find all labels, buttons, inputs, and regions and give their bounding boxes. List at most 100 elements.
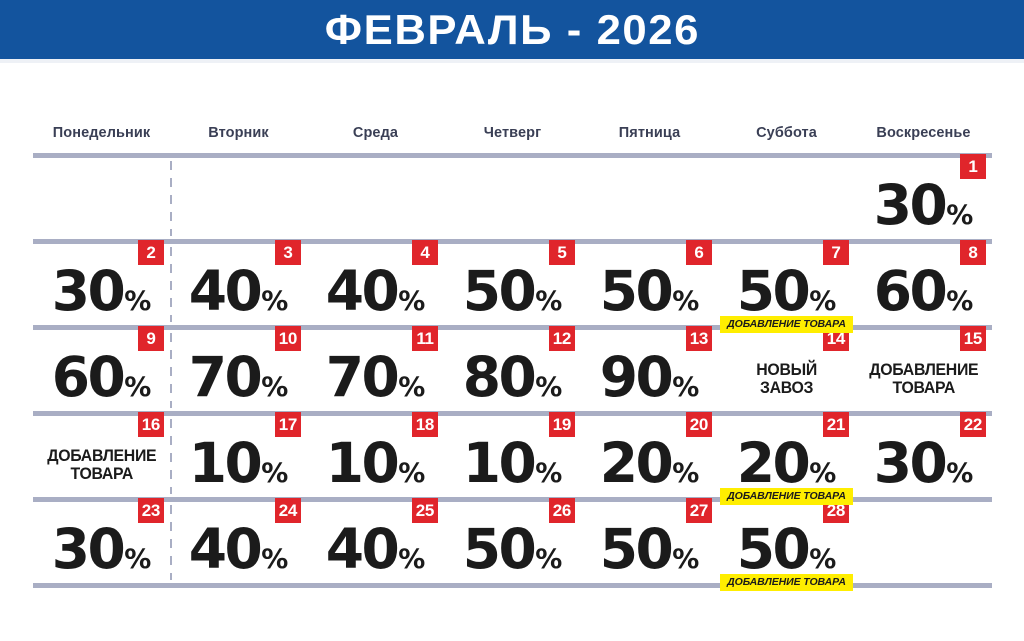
calendar-day-cell[interactable]: 16 ДОБАВЛЕНИЕ ТОВАРА (33, 412, 170, 502)
discount-value: 70% (326, 349, 426, 405)
day-note-text: ДОБАВЛЕНИЕ ТОВАРА (868, 360, 979, 397)
discount-value: 40% (189, 521, 289, 577)
calendar-day-cell[interactable]: 19 10% (444, 412, 581, 502)
discount-value: 30% (874, 435, 974, 491)
calendar-day-cell[interactable]: 21 20% ДОБАВЛЕНИЕ ТОВАРА (718, 412, 855, 505)
calendar-day-cell[interactable]: 27 50% (581, 498, 718, 588)
discount-number: 40 (325, 258, 400, 323)
weekday-header-tuesday: Вторник (208, 124, 269, 141)
calendar-day-cell[interactable]: 12 80% (444, 326, 581, 416)
discount-value: 50% (599, 516, 700, 581)
discount-number: 60 (51, 344, 126, 409)
percent-sign: % (809, 285, 837, 317)
day-number-badge: 21 (822, 412, 849, 437)
calendar-day-cell[interactable]: 11 70% (307, 326, 444, 416)
discount-value: 50% (463, 521, 563, 577)
calendar-day-cell[interactable]: 20 20% (581, 412, 718, 502)
calendar-day-cell[interactable]: 9 60% (33, 326, 170, 416)
calendar-weeks: 1 30% 2 30% 3 40% 4 40% 5 50% 6 50% 7 50% ДОБАВЛЕНИЕ Т… (33, 153, 992, 591)
percent-sign: % (809, 543, 837, 575)
day-number-badge: 8 (960, 240, 986, 265)
discount-value: 40% (325, 258, 426, 323)
discount-number: 80 (462, 344, 537, 409)
calendar-day-cell[interactable]: 8 60% (855, 240, 992, 330)
day-number-badge: 18 (411, 412, 438, 437)
calendar-day-cell[interactable]: 17 10% (170, 412, 307, 502)
discount-number: 40 (188, 258, 263, 323)
discount-number: 30 (873, 172, 948, 237)
discount-number: 60 (873, 258, 948, 323)
day-number-badge: 25 (411, 498, 438, 523)
percent-sign: % (124, 543, 152, 575)
day-number-badge: 19 (548, 412, 575, 437)
calendar-day-cell[interactable]: 23 30% (33, 498, 170, 588)
day-number-badge: 20 (685, 412, 712, 437)
calendar-day-cell[interactable]: 28 50% ДОБАВЛЕНИЕ ТОВАРА (718, 498, 855, 591)
discount-number: 20 (599, 430, 674, 495)
calendar-day-cell[interactable]: 24 40% (170, 498, 307, 588)
day-number-badge: 23 (137, 498, 164, 523)
weekday-header-friday: Пятница (618, 124, 681, 141)
calendar-day-cell[interactable]: 13 90% (581, 326, 718, 416)
weekday-header-wednesday: Среда (352, 124, 399, 141)
day-number-badge: 9 (138, 326, 164, 351)
discount-value: 70% (189, 349, 289, 405)
calendar-day-cell[interactable]: 1 30% (855, 154, 992, 244)
day-number-badge: 26 (548, 498, 575, 523)
percent-sign: % (535, 543, 563, 575)
percent-sign: % (672, 371, 700, 403)
weekday-header-thursday: Четверг (483, 124, 542, 141)
discount-value: 60% (51, 344, 152, 409)
discount-number: 30 (51, 258, 126, 323)
calendar-week-row: 23 30% 24 40% 25 40% 26 50% 27 50% 28 50% ДОБАВЛЕНИЕ… (33, 498, 992, 591)
calendar-day-cell[interactable]: 15 ДОБАВЛЕНИЕ ТОВАРА (855, 326, 992, 416)
day-number-badge: 12 (548, 326, 575, 351)
calendar-week-row: 16 ДОБАВЛЕНИЕ ТОВАРА 17 10% 18 10% 19 10% 20 20% 2… (33, 412, 992, 505)
discount-value: 30% (51, 258, 152, 323)
calendar-day-cell[interactable]: 22 30% (855, 412, 992, 502)
discount-number: 10 (325, 430, 400, 495)
calendar-empty-cell (307, 158, 444, 244)
calendar-day-cell[interactable]: 6 50% (581, 240, 718, 330)
discount-value: 30% (52, 521, 152, 577)
calendar-day-cell[interactable]: 14 НОВЫЙ ЗАВОЗ (718, 326, 855, 416)
discount-number: 50 (599, 516, 674, 581)
calendar-day-cell[interactable]: 3 40% (170, 240, 307, 330)
calendar-empty-cell (855, 502, 992, 588)
percent-sign: % (672, 543, 700, 575)
percent-sign: % (672, 457, 700, 489)
calendar-empty-cell (444, 158, 581, 244)
calendar-day-cell[interactable]: 18 10% (307, 412, 444, 502)
calendar-day-cell[interactable]: 25 40% (307, 498, 444, 588)
discount-value: 40% (188, 258, 289, 323)
discount-number: 40 (325, 516, 400, 581)
discount-value: 10% (463, 435, 563, 491)
percent-sign: % (809, 457, 837, 489)
weekday-header-sunday: Воскресенье (876, 124, 971, 141)
day-number-badge: 4 (412, 240, 438, 265)
discount-number: 50 (736, 258, 811, 323)
add-goods-ribbon: ДОБАВЛЕНИЕ ТОВАРА (720, 574, 853, 591)
calendar-day-cell[interactable]: 5 50% (444, 240, 581, 330)
percent-sign: % (946, 199, 974, 231)
calendar-day-cell[interactable]: 2 30% (33, 240, 170, 330)
percent-sign: % (261, 285, 289, 317)
day-number-badge: 17 (274, 412, 301, 437)
calendar-day-cell[interactable]: 4 40% (307, 240, 444, 330)
percent-sign: % (261, 371, 289, 403)
discount-value: 80% (462, 344, 563, 409)
discount-value: 50% (463, 263, 563, 319)
discount-number: 50 (599, 258, 674, 323)
discount-value: 10% (325, 430, 426, 495)
calendar-day-cell[interactable]: 7 50% ДОБАВЛЕНИЕ ТОВАРА (718, 240, 855, 333)
calendar-day-cell[interactable]: 26 50% (444, 498, 581, 588)
calendar-day-cell[interactable]: 10 70% (170, 326, 307, 416)
weekday-header-row: Понедельник Вторник Среда Четверг Пятниц… (33, 112, 992, 153)
percent-sign: % (398, 285, 426, 317)
page-title: ФЕВРАЛЬ - 2026 (324, 5, 700, 53)
percent-sign: % (261, 543, 289, 575)
day-number-badge: 15 (959, 326, 986, 351)
discount-value: 20% (737, 435, 837, 491)
percent-sign: % (261, 457, 289, 489)
